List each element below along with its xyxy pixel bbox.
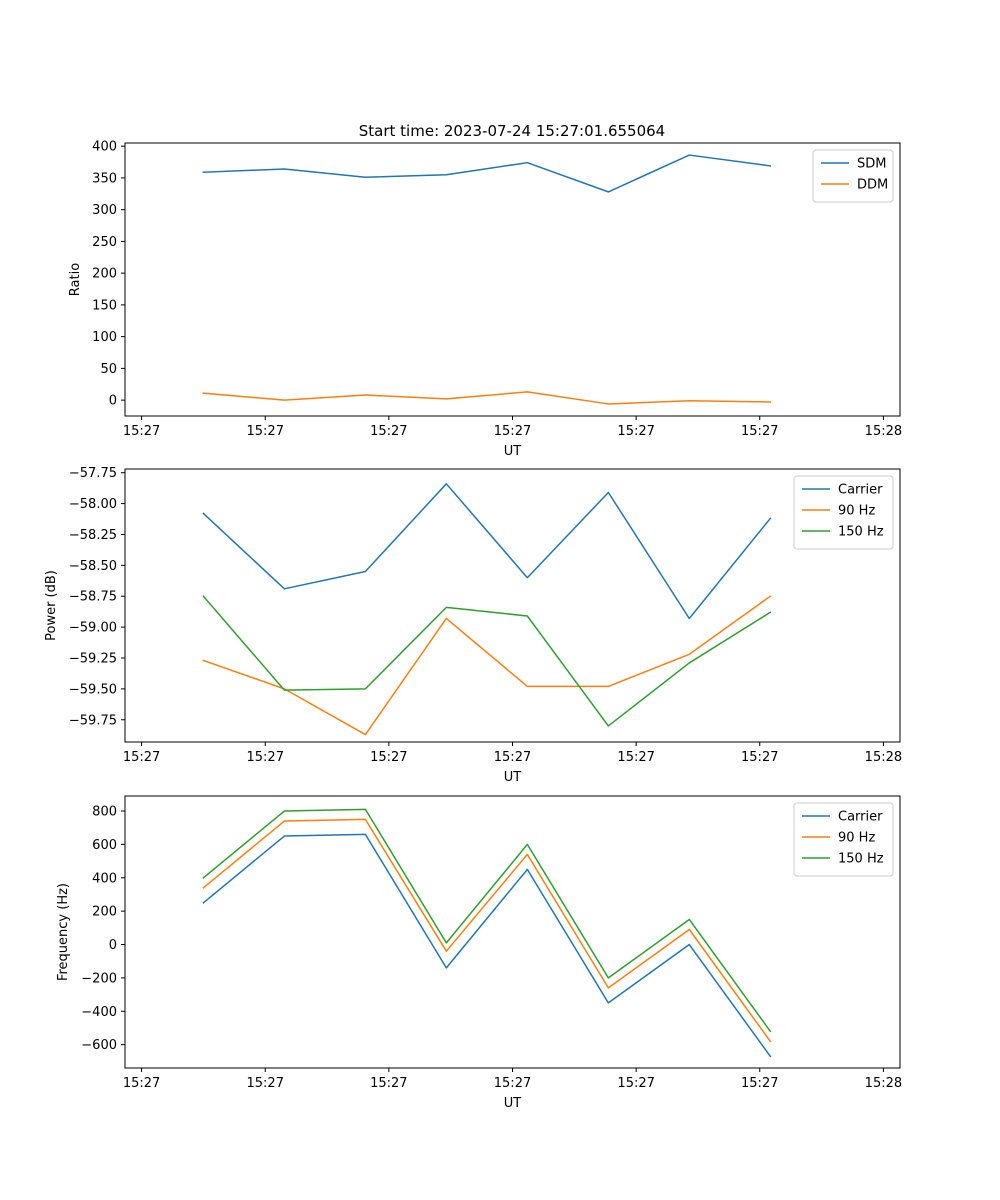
x-tick-label: 15:27 <box>741 750 778 765</box>
series-line-90-hz <box>202 818 772 1043</box>
y-tick-label: 0 <box>109 938 117 953</box>
series-line-ddm <box>202 391 772 405</box>
legend-label: Carrier <box>838 483 883 498</box>
x-axis-label: UT <box>504 770 522 785</box>
legend: Carrier 90 Hz 150 Hz <box>793 475 894 550</box>
y-tick-label: 200 <box>92 267 117 282</box>
y-tick-label: −58.75 <box>69 590 117 605</box>
x-tick-label: 15:27 <box>247 750 284 765</box>
y-axis-label: Frequency (Hz) <box>56 883 71 981</box>
y-tick-label: −600 <box>81 1038 117 1053</box>
x-tick-label: 15:28 <box>865 750 902 765</box>
x-tick-label: 15:27 <box>494 424 531 439</box>
y-tick-label: 800 <box>92 805 117 820</box>
series-line-90-hz <box>202 595 772 736</box>
x-tick-label: 15:27 <box>494 1076 531 1091</box>
y-tick-label: −58.50 <box>69 559 117 574</box>
y-tick-label: 250 <box>92 235 117 250</box>
series-line-carrier <box>202 833 772 1058</box>
x-tick-label: 15:27 <box>123 750 160 765</box>
y-axis-label: Ratio <box>68 263 83 296</box>
y-tick-label: −58.25 <box>69 528 117 543</box>
x-tick-label: 15:27 <box>123 424 160 439</box>
x-tick-label: 15:27 <box>617 750 654 765</box>
legend-label: 150 Hz <box>838 852 884 867</box>
y-tick-label: −59.00 <box>69 621 117 636</box>
y-tick-label: 600 <box>92 838 117 853</box>
y-tick-label: 400 <box>92 871 117 886</box>
x-axis-label: UT <box>504 1096 522 1111</box>
legend-label: 90 Hz <box>838 831 875 846</box>
x-tick-label: 15:27 <box>617 424 654 439</box>
y-tick-label: −200 <box>81 971 117 986</box>
legend-label: 90 Hz <box>838 504 875 519</box>
x-tick-label: 15:27 <box>370 750 407 765</box>
y-tick-label: 350 <box>92 171 117 186</box>
x-tick-label: 15:27 <box>370 1076 407 1091</box>
chart-3: 15:27 15:27 15:27 15:27 15:27 15:27 15:28 −600 −… <box>56 795 902 1111</box>
legend-label: Carrier <box>838 810 883 825</box>
x-tick-label: 15:27 <box>741 424 778 439</box>
y-tick-label: 150 <box>92 298 117 313</box>
legend-label: DDM <box>857 178 888 193</box>
legend-label: 150 Hz <box>838 525 884 540</box>
x-axis-label: UT <box>504 444 522 459</box>
x-tick-label: 15:27 <box>494 750 531 765</box>
series-line-150-hz <box>202 808 772 1033</box>
y-tick-label: −57.75 <box>69 466 117 481</box>
chart-2: 15:27 15:27 15:27 15:27 15:27 15:27 15:28 −59.7… <box>44 466 902 785</box>
x-tick-label: 15:27 <box>247 424 284 439</box>
y-tick-label: −59.50 <box>69 682 117 697</box>
y-tick-label: −400 <box>81 1005 117 1020</box>
series-line-150-hz <box>202 595 772 727</box>
y-tick-label: 300 <box>92 203 117 218</box>
x-tick-label: 15:28 <box>865 1076 902 1091</box>
legend-label: SDM <box>857 157 886 172</box>
y-tick-label: −58.00 <box>69 497 117 512</box>
figure-title: Start time: 2023-07-24 15:27:01.655064 <box>359 122 665 140</box>
series-line-carrier <box>202 483 772 620</box>
y-tick-label: 400 <box>92 140 117 155</box>
legend: Carrier 90 Hz 150 Hz <box>793 802 894 877</box>
x-tick-label: 15:27 <box>247 1076 284 1091</box>
x-tick-label: 15:27 <box>370 424 407 439</box>
y-tick-label: 200 <box>92 905 117 920</box>
x-tick-label: 15:27 <box>123 1076 160 1091</box>
chart-1: 15:27 15:27 15:27 15:27 15:27 15:27 15:28 0 50 10… <box>68 140 902 459</box>
y-tick-label: 50 <box>100 362 117 377</box>
y-tick-label: −59.25 <box>69 652 117 667</box>
y-axis-label: Power (dB) <box>44 570 59 641</box>
x-tick-label: 15:27 <box>617 1076 654 1091</box>
x-tick-label: 15:27 <box>741 1076 778 1091</box>
y-tick-label: −59.75 <box>69 713 117 728</box>
x-tick-label: 15:28 <box>865 424 902 439</box>
y-tick-label: 0 <box>109 394 117 409</box>
legend: SDM DDM <box>812 149 894 203</box>
y-tick-label: 100 <box>92 330 117 345</box>
series-line-sdm <box>202 154 772 193</box>
